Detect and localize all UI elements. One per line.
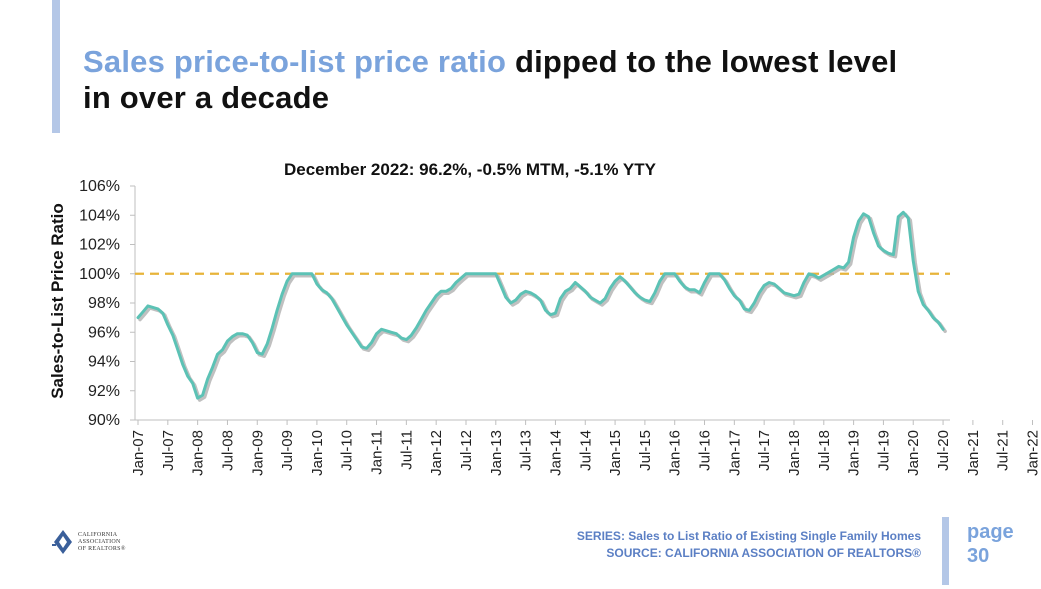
subtitle-value: 96.2% — [419, 160, 468, 179]
x-tick-label: Jan-22 — [1025, 430, 1041, 476]
subtitle-suffix: , -0.5% MTM, -5.1% YTY — [467, 160, 656, 179]
logo-line-2: ASSOCIATION — [78, 539, 121, 545]
x-tick-label: Jan-09 — [249, 430, 266, 476]
x-tick-label: Jul-21 — [995, 430, 1012, 471]
page-word: page — [967, 521, 1014, 543]
x-tick-label: Jul-19 — [875, 430, 892, 471]
y-tick-label: 92% — [88, 383, 120, 400]
x-tick-label: Jan-18 — [786, 430, 803, 476]
x-tick-label: Jan-10 — [309, 430, 326, 476]
series-line — [136, 210, 945, 400]
x-tick-label: Jan-20 — [905, 430, 922, 476]
chart-axes — [130, 185, 1034, 425]
x-tick-label: Jan-07 — [130, 430, 147, 476]
logo-line-1: CALIFORNIA — [78, 532, 118, 538]
y-tick-label: 102% — [79, 237, 120, 254]
page-title: Sales price-to-list price ratio dipped t… — [83, 44, 983, 116]
title-accent-bar — [52, 0, 60, 133]
x-tick-label: Jan-21 — [965, 430, 982, 476]
logo-text: CALIFORNIA ASSOCIATION OF REALTORS® — [78, 532, 126, 553]
x-tick-label: Jul-12 — [458, 430, 475, 471]
chart-labels: 90% 92% 94% 96% 98% 100% 102% 104% 106% Sales-to-… — [48, 178, 1041, 476]
title-rest-line2: in over a decade — [83, 80, 330, 115]
association-logo: CALIFORNIA ASSOCIATION OF REALTORS® — [50, 524, 170, 564]
x-tick-label: Jan-16 — [667, 430, 684, 476]
y-tick-label: 90% — [88, 412, 120, 429]
x-tick-label: Jul-20 — [935, 430, 952, 471]
car-logo-icon — [52, 530, 72, 554]
x-tick-label: Jan-12 — [428, 430, 445, 476]
chart-subtitle: December 2022: 96.2%, -0.5% MTM, -5.1% Y… — [284, 160, 656, 180]
logo-line-3: OF REALTORS® — [78, 546, 126, 552]
x-tick-label: Jul-13 — [518, 430, 535, 471]
source-note: SOURCE: CALIFORNIA ASSOCIATION OF REALTO… — [606, 546, 921, 560]
title-rest-line1: dipped to the lowest level — [506, 44, 898, 79]
x-tick-label: Jan-17 — [726, 430, 743, 476]
x-tick-label: Jul-16 — [697, 430, 714, 471]
x-tick-label: Jul-15 — [637, 430, 654, 471]
x-tick-label: Jul-18 — [816, 430, 833, 471]
page-number: page 30 — [967, 520, 1014, 568]
y-tick-label: 106% — [79, 178, 120, 195]
x-tick-label: Jul-07 — [160, 430, 177, 471]
x-tick-label: Jul-14 — [577, 430, 594, 471]
y-tick-label: 104% — [79, 207, 120, 224]
x-tick-label: Jan-13 — [488, 430, 505, 476]
x-tick-label: Jul-17 — [756, 430, 773, 471]
y-axis-title: Sales-to-List Price Ratio — [48, 203, 67, 399]
x-tick-label: Jan-19 — [846, 430, 863, 476]
series-note: SERIES: Sales to List Ratio of Existing … — [576, 529, 921, 543]
page-number-value: 30 — [967, 545, 990, 567]
y-tick-label: 94% — [88, 354, 120, 371]
y-tick-label: 98% — [88, 295, 120, 312]
footer-accent-bar — [942, 517, 949, 585]
chart-series — [136, 210, 947, 402]
y-tick-label: 96% — [88, 324, 120, 341]
chart-footer: SERIES: Sales to List Ratio of Existing … — [577, 528, 921, 562]
title-highlight: Sales price-to-list price ratio — [83, 44, 507, 79]
x-tick-label: Jan-11 — [369, 430, 386, 475]
x-tick-label: Jan-08 — [190, 430, 207, 476]
x-tick-label: Jul-08 — [219, 430, 236, 471]
y-tick-label: 100% — [79, 266, 120, 283]
x-tick-label: Jul-10 — [339, 430, 356, 471]
x-tick-label: Jul-09 — [279, 430, 296, 471]
x-tick-label: Jan-15 — [607, 430, 624, 476]
x-tick-label: Jul-11 — [398, 430, 415, 470]
x-tick-label: Jan-14 — [547, 430, 564, 476]
line-chart: 90% 92% 94% 96% 98% 100% 102% 104% 106% Sales-to-… — [48, 178, 1041, 476]
subtitle-prefix: December 2022: — [284, 160, 420, 179]
